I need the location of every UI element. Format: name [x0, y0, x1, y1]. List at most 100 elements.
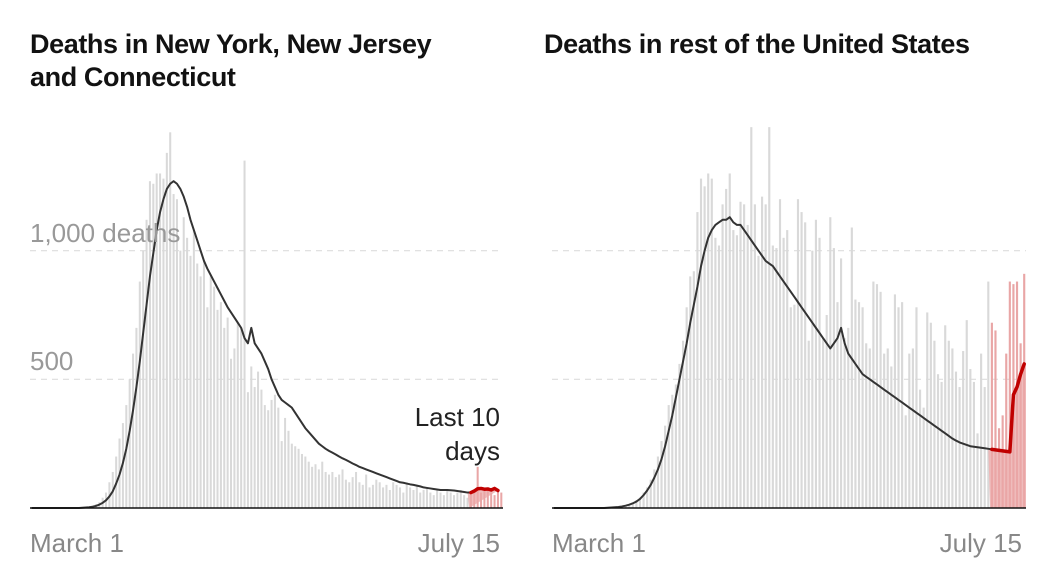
left-bar-49 [196, 263, 199, 508]
right-bar-66 [789, 307, 792, 508]
left-bar-87 [324, 471, 327, 508]
right-bar-56 [753, 204, 756, 508]
right-bar-29 [656, 456, 659, 508]
right-bar-75 [822, 338, 825, 508]
left-recent-bar-138 [496, 489, 499, 508]
left-bar-42 [172, 194, 175, 509]
left-bar-39 [162, 178, 165, 509]
left-bar-62 [240, 327, 243, 508]
right-bar-62 [775, 248, 778, 508]
right-bar-28 [653, 469, 656, 508]
right-bar-27 [649, 479, 652, 508]
left-recent-bar-137 [493, 495, 496, 508]
left-recent-bar-134 [483, 489, 486, 508]
right-bar-44 [710, 178, 713, 509]
left-bar-46 [186, 237, 189, 509]
left-recent-bar-135 [486, 487, 489, 508]
left-bar-75 [284, 417, 287, 508]
right-bar-99 [908, 353, 911, 508]
right-chart-title: Deaths in rest of the United States [544, 29, 970, 59]
left-bar-71 [270, 399, 273, 508]
left-chart-title-line-1: Deaths in New York, New Jersey [30, 29, 432, 59]
right-bar-106 [933, 340, 936, 508]
left-bar-107 [392, 482, 395, 508]
right-bar-47 [721, 204, 724, 508]
left-bar-86 [321, 461, 324, 508]
right-bar-118 [976, 433, 979, 508]
left-bar-47 [189, 255, 192, 508]
left-bar-72 [273, 394, 276, 508]
left-bar-74 [280, 441, 283, 508]
right-bar-20 [624, 505, 627, 508]
left-bar-90 [334, 477, 337, 508]
left-bar-105 [385, 484, 388, 508]
left-bar-54 [213, 286, 216, 508]
left-bar-40 [165, 152, 168, 508]
left-bar-79 [297, 448, 300, 508]
left-bar-110 [402, 492, 405, 508]
left-bar-85 [317, 469, 320, 508]
left-bar-51 [202, 260, 206, 508]
left-bar-82 [307, 461, 310, 508]
left-bar-53 [209, 276, 212, 508]
right-bar-39 [692, 271, 695, 508]
right-bar-116 [969, 369, 972, 508]
left-bar-119 [432, 495, 435, 508]
left-bar-33 [142, 250, 145, 509]
right-bar-35 [678, 363, 681, 508]
left-annotation-line-2: days [445, 436, 500, 466]
left-bar-48 [192, 230, 195, 508]
right-bar-80 [839, 258, 843, 508]
left-bar-112 [409, 487, 412, 508]
right-bar-42 [703, 186, 706, 508]
left-bar-56 [219, 302, 222, 508]
right-recent-average-line [990, 362, 1026, 454]
left-bar-77 [290, 443, 293, 508]
right-x-label-start: March 1 [552, 528, 646, 558]
left-bar-104 [382, 487, 385, 508]
left-bar-63 [243, 160, 246, 508]
left-bar-116 [422, 489, 425, 508]
right-bar-41 [699, 178, 703, 509]
left-bar-95 [351, 477, 354, 508]
left-bar-32 [138, 281, 141, 508]
right-bar-43 [707, 173, 710, 508]
right-bar-81 [843, 338, 846, 508]
right-bar-21 [628, 504, 631, 508]
left-bar-76 [287, 430, 290, 508]
left-bar-34 [145, 219, 148, 509]
left-y-tick-label-1000: 1,000 deaths [30, 218, 180, 248]
left-bar-100 [368, 487, 371, 508]
right-bar-79 [836, 302, 839, 508]
left-bar-118 [429, 492, 432, 508]
left-bar-122 [442, 495, 445, 508]
left-recent-bar-139 [500, 492, 503, 508]
right-bar-101 [915, 307, 918, 508]
right-bar-32 [667, 405, 670, 508]
left-bar-109 [398, 487, 401, 508]
left-recent-average-line [469, 486, 500, 495]
right-bar-105 [929, 322, 932, 508]
left-bar-52 [206, 307, 209, 508]
left-bar-89 [331, 471, 334, 508]
left-bar-106 [388, 489, 391, 508]
left-bar-68 [260, 389, 263, 508]
right-bar-102 [918, 389, 922, 508]
left-bar-73 [277, 407, 280, 508]
right-bar-70 [804, 222, 807, 509]
left-bar-55 [216, 309, 219, 508]
right-bar-37 [685, 307, 688, 508]
left-bar-41 [169, 132, 172, 509]
left-bar-114 [415, 484, 418, 508]
right-bar-96 [897, 307, 900, 508]
left-bar-96 [355, 471, 358, 508]
right-bar-45 [714, 237, 717, 509]
right-bar-113 [958, 387, 961, 508]
left-annotation-line-1: Last 10 [415, 402, 500, 432]
right-bar-30 [660, 441, 663, 508]
right-bar-97 [901, 302, 904, 508]
right-bar-57 [757, 255, 760, 508]
right-bar-95 [893, 294, 896, 508]
left-bar-117 [425, 487, 428, 508]
